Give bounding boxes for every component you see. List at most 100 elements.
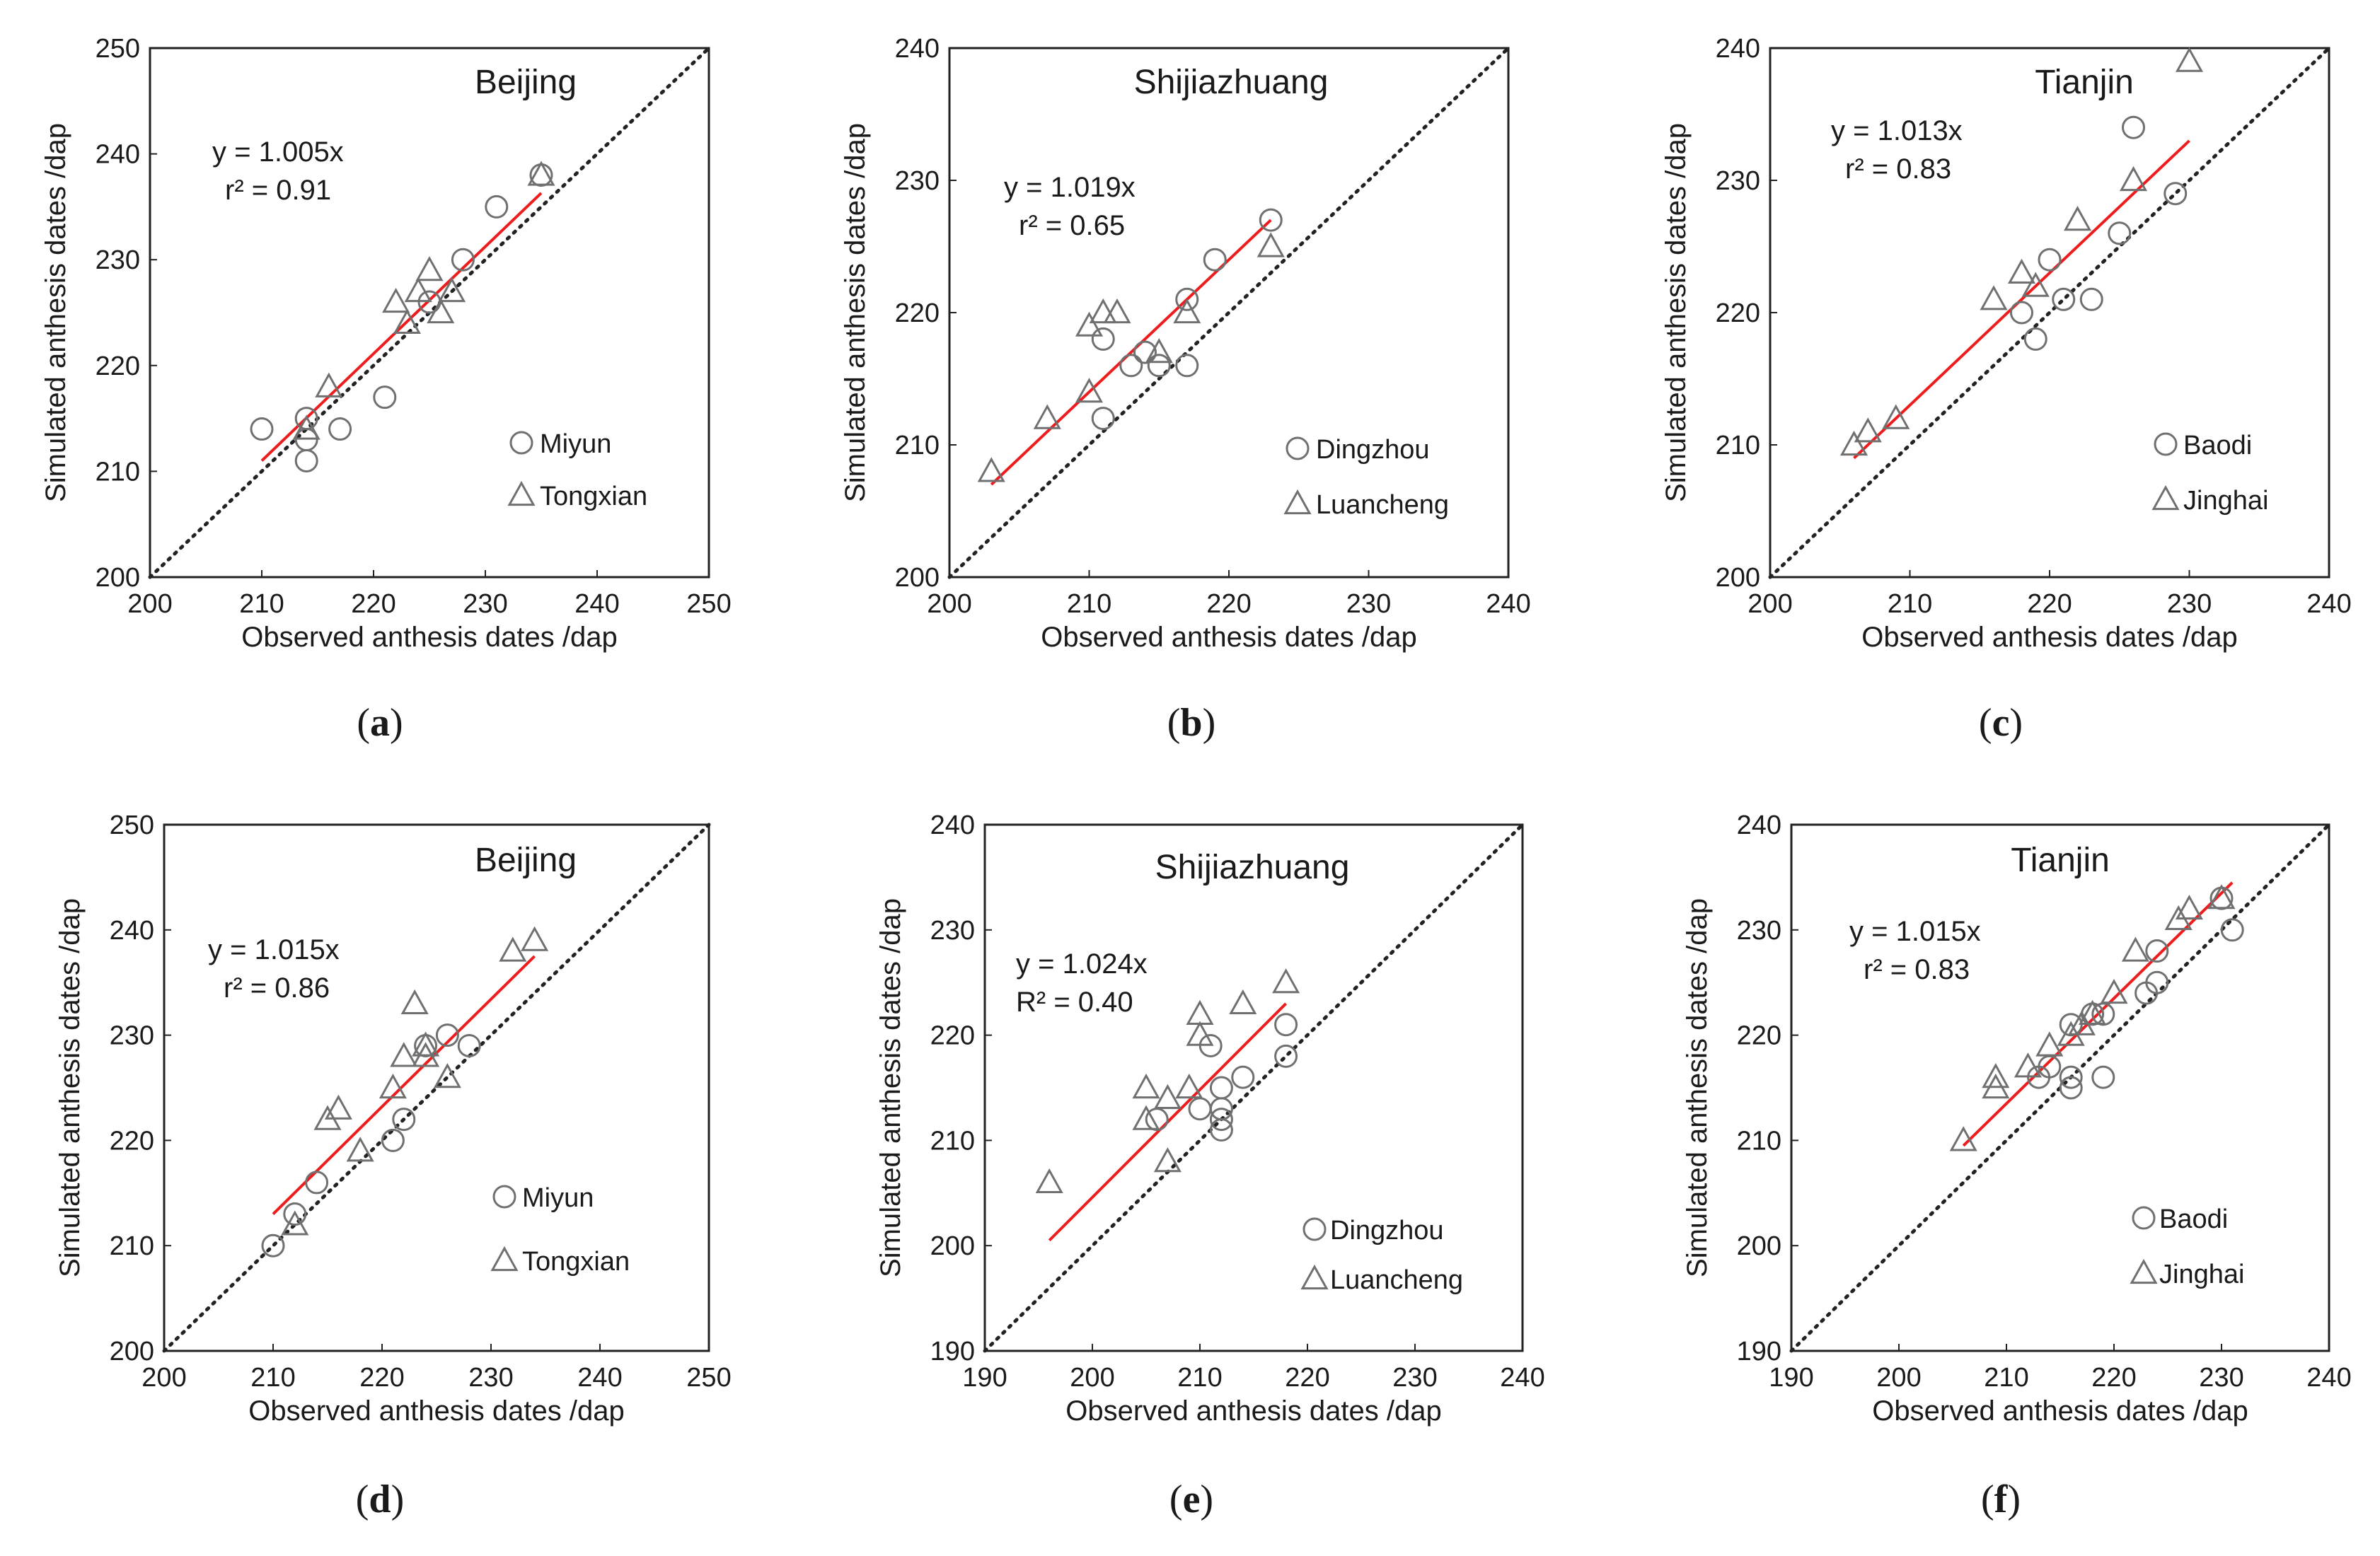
y-tick-label: 240 (110, 916, 154, 946)
legend-marker-baodi (2132, 1206, 2156, 1230)
panel-letter: f (1994, 1477, 2009, 1521)
data-point-dingzhou (1209, 1118, 1233, 1142)
x-tick-label: 230 (2167, 589, 2212, 619)
x-tick-label: 210 (1177, 1363, 1222, 1393)
data-point-jinghai (1982, 1063, 2010, 1088)
chart-title: Shijiazhuang (1134, 64, 1329, 101)
panel-paren: ( (1167, 701, 1181, 745)
data-point-miyun (457, 1033, 481, 1057)
x-tick-label: 220 (2027, 589, 2072, 619)
data-point-baodi (2079, 287, 2103, 311)
y-tick-label: 240 (1716, 34, 1760, 64)
data-point-miyun (392, 1108, 416, 1132)
x-axis-label: Observed anthesis dates /dap (241, 622, 617, 653)
data-point-miyun (435, 1023, 459, 1047)
chart-panel-1: 200 210 220 230 240 250 200 210 220 230 240 250 Obse… (40, 34, 732, 745)
data-point-luancheng (1145, 338, 1173, 364)
data-point-jinghai (1980, 285, 2008, 310)
x-tick-label: 200 (127, 589, 172, 619)
data-point-tongxian (527, 161, 555, 186)
regression-equation: y = 1.005x (212, 137, 344, 168)
x-tick-label: 200 (1070, 1363, 1114, 1393)
x-tick-label: 240 (2306, 589, 2351, 619)
data-point-dingzhou (1091, 327, 1115, 351)
x-tick-label: 250 (686, 589, 731, 619)
y-axis-label: Simulated anthesis dates /dap (1682, 898, 1713, 1277)
y-tick-label: 240 (1737, 811, 1781, 840)
y-tick-label: 210 (96, 457, 140, 487)
y-tick-label: 230 (110, 1021, 154, 1051)
legend-label-luancheng: Luancheng (1316, 490, 1449, 520)
x-axis-label: Observed anthesis dates /dap (1861, 622, 2237, 653)
r-squared: r² = 0.83 (1864, 954, 1970, 985)
y-tick-label: 210 (110, 1231, 154, 1261)
x-tick-label: 230 (1392, 1363, 1437, 1393)
panel-paren: ) (1203, 701, 1216, 745)
data-point-baodi (2145, 970, 2169, 994)
data-point-luancheng (1153, 1084, 1182, 1109)
y-axis-label: Simulated anthesis dates /dap (54, 898, 86, 1277)
plot-frame (163, 823, 710, 1352)
data-point-jinghai (2014, 1052, 2042, 1078)
panel-letter: b (1180, 701, 1202, 745)
legend-label-jinghai: Jinghai (2183, 486, 2268, 516)
data-point-jinghai (1839, 430, 1868, 456)
r-squared: r² = 0.65 (1019, 210, 1125, 241)
regression-line (260, 192, 543, 462)
x-tick-label: 210 (1888, 589, 1932, 619)
data-point-baodi (2059, 1065, 2083, 1089)
regression-equation: y = 1.024x (1016, 948, 1148, 980)
y-axis-label: Simulated anthesis dates /dap (1660, 123, 1692, 502)
legend-label-jinghai: Jinghai (2159, 1260, 2244, 1289)
legend-label-tongxian: Tongxian (540, 482, 647, 511)
x-tick-label: 210 (250, 1363, 295, 1393)
legend-label-baodi: Baodi (2159, 1204, 2228, 1234)
data-point-luancheng (1035, 1168, 1063, 1194)
one-to-one-line (162, 823, 711, 1353)
y-tick-label: 220 (110, 1126, 154, 1156)
y-tick-label: 210 (1716, 431, 1760, 460)
x-tick-label: 220 (351, 589, 395, 619)
data-point-miyun (381, 1128, 405, 1152)
data-point-miyun (305, 1171, 329, 1195)
legend-label-tongxian: Tongxian (522, 1247, 630, 1277)
legend-marker-dingzhou (1302, 1217, 1327, 1241)
y-tick-label: 200 (1737, 1231, 1781, 1261)
data-point-miyun (485, 194, 509, 219)
x-tick-label: 220 (2091, 1363, 2136, 1393)
regression-equation: y = 1.015x (208, 934, 340, 965)
data-point-tongxian (379, 1073, 407, 1099)
data-point-luancheng (1229, 989, 1257, 1015)
legend-marker-luancheng (1283, 489, 1312, 515)
y-tick-label: 220 (96, 352, 140, 381)
y-tick-label: 190 (1737, 1337, 1781, 1366)
x-axis-label: Observed anthesis dates /dap (1065, 1395, 1441, 1427)
legend-label-miyun: Miyun (540, 429, 611, 459)
data-point-baodi (2220, 918, 2244, 942)
chart-panel-2: 200 210 220 230 240 200 210 220 230 240 Observed a… (840, 34, 1531, 745)
data-point-luancheng (1173, 298, 1201, 324)
y-tick-label: 210 (1737, 1126, 1781, 1156)
data-point-dingzhou (1133, 340, 1157, 364)
data-point-tongxian (292, 414, 320, 440)
x-tick-label: 210 (1067, 589, 1111, 619)
data-point-luancheng (1153, 1147, 1182, 1173)
plot-frame (149, 47, 710, 579)
data-point-dingzhou (1209, 1108, 1233, 1132)
data-point-tongxian (400, 989, 429, 1015)
panel-letter: c (1992, 701, 2010, 745)
x-tick-label: 240 (574, 589, 619, 619)
data-point-baodi (2038, 248, 2062, 272)
chart-panel-4: 200 210 220 230 240 250 200 210 220 230 240 250 Obse… (54, 811, 732, 1521)
y-tick-label: 200 (930, 1231, 975, 1261)
x-tick-label: 200 (1748, 589, 1792, 619)
data-point-miyun (451, 248, 475, 272)
y-tick-label: 230 (1737, 916, 1781, 946)
y-axis-label: Simulated anthesis dates /dap (875, 898, 906, 1277)
y-tick-label: 220 (1716, 298, 1760, 328)
data-point-tongxian (438, 277, 466, 303)
y-tick-label: 220 (895, 298, 940, 328)
x-tick-label: 210 (239, 589, 284, 619)
y-tick-label: 250 (110, 811, 154, 840)
panel-label: (d) (356, 1477, 404, 1521)
